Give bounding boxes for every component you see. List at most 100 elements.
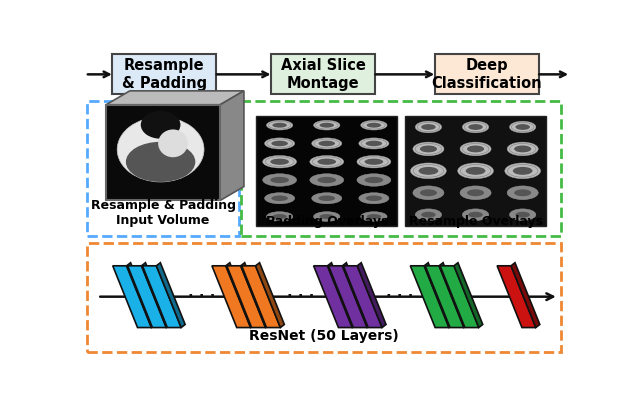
Ellipse shape	[365, 177, 383, 183]
Ellipse shape	[419, 167, 438, 175]
Ellipse shape	[468, 212, 483, 218]
Ellipse shape	[273, 123, 287, 128]
Ellipse shape	[460, 142, 491, 156]
Ellipse shape	[421, 212, 436, 218]
Polygon shape	[226, 263, 255, 328]
Polygon shape	[227, 266, 266, 328]
Ellipse shape	[264, 138, 294, 149]
Polygon shape	[113, 266, 152, 328]
Polygon shape	[212, 266, 251, 328]
Ellipse shape	[509, 121, 536, 133]
Ellipse shape	[117, 117, 204, 182]
Ellipse shape	[507, 142, 538, 156]
Ellipse shape	[462, 209, 489, 221]
Polygon shape	[241, 263, 269, 328]
Ellipse shape	[505, 163, 541, 179]
Ellipse shape	[467, 189, 484, 196]
Polygon shape	[424, 263, 453, 328]
Polygon shape	[497, 266, 536, 328]
Polygon shape	[454, 263, 483, 328]
Ellipse shape	[466, 167, 485, 175]
Text: Padding Overlays: Padding Overlays	[266, 215, 388, 228]
Ellipse shape	[270, 177, 289, 183]
Ellipse shape	[262, 174, 296, 186]
Polygon shape	[127, 266, 166, 328]
Ellipse shape	[314, 120, 340, 130]
Ellipse shape	[415, 121, 442, 133]
Ellipse shape	[357, 174, 391, 186]
Text: Axial Slice
Montage: Axial Slice Montage	[280, 58, 365, 91]
Polygon shape	[344, 266, 382, 328]
Ellipse shape	[319, 195, 335, 201]
Ellipse shape	[420, 189, 437, 196]
FancyBboxPatch shape	[435, 54, 539, 95]
Ellipse shape	[367, 214, 381, 219]
Polygon shape	[141, 263, 170, 328]
Ellipse shape	[264, 193, 294, 204]
Polygon shape	[106, 91, 244, 105]
Polygon shape	[357, 263, 386, 328]
Polygon shape	[328, 263, 356, 328]
Ellipse shape	[319, 214, 334, 219]
FancyBboxPatch shape	[88, 243, 561, 352]
Ellipse shape	[513, 167, 532, 175]
Ellipse shape	[262, 156, 296, 168]
Ellipse shape	[420, 146, 437, 152]
Ellipse shape	[458, 163, 493, 179]
Ellipse shape	[158, 130, 188, 157]
Ellipse shape	[319, 123, 334, 128]
Polygon shape	[143, 266, 181, 328]
Ellipse shape	[361, 120, 387, 130]
Text: Resample Overlays: Resample Overlays	[408, 215, 543, 228]
Ellipse shape	[357, 156, 391, 168]
Polygon shape	[440, 266, 479, 328]
Text: · · ·: · · ·	[386, 289, 413, 304]
Ellipse shape	[509, 209, 536, 221]
Polygon shape	[410, 266, 449, 328]
Polygon shape	[328, 266, 367, 328]
Polygon shape	[314, 266, 352, 328]
Ellipse shape	[361, 212, 387, 221]
Text: ResNet (50 Layers): ResNet (50 Layers)	[250, 329, 399, 343]
Bar	[256, 116, 397, 226]
Ellipse shape	[421, 124, 436, 130]
FancyBboxPatch shape	[271, 54, 375, 95]
Ellipse shape	[359, 193, 389, 204]
Text: Resample
& Padding: Resample & Padding	[122, 58, 207, 91]
Ellipse shape	[515, 124, 530, 130]
Ellipse shape	[314, 212, 340, 221]
Ellipse shape	[514, 146, 531, 152]
Ellipse shape	[413, 142, 444, 156]
Ellipse shape	[467, 146, 484, 152]
Ellipse shape	[317, 177, 336, 183]
Ellipse shape	[365, 195, 382, 201]
FancyBboxPatch shape	[112, 54, 216, 95]
Bar	[405, 116, 547, 226]
Polygon shape	[425, 266, 464, 328]
Ellipse shape	[468, 124, 483, 130]
Ellipse shape	[126, 142, 195, 182]
Ellipse shape	[266, 212, 293, 221]
Ellipse shape	[460, 186, 491, 200]
Ellipse shape	[514, 189, 531, 196]
Ellipse shape	[310, 174, 344, 186]
Text: · · ·: · · ·	[287, 289, 314, 304]
FancyBboxPatch shape	[88, 101, 239, 237]
FancyBboxPatch shape	[241, 101, 561, 237]
Polygon shape	[439, 263, 468, 328]
Ellipse shape	[310, 156, 344, 168]
Ellipse shape	[359, 138, 389, 149]
Polygon shape	[511, 263, 540, 328]
Text: Deep
Classification: Deep Classification	[431, 58, 542, 91]
Ellipse shape	[413, 186, 444, 200]
Text: · · ·: · · ·	[188, 289, 215, 304]
Ellipse shape	[141, 111, 180, 139]
Ellipse shape	[515, 212, 530, 218]
Ellipse shape	[507, 186, 538, 200]
Ellipse shape	[365, 159, 383, 165]
Polygon shape	[242, 266, 280, 328]
Ellipse shape	[410, 163, 446, 179]
Ellipse shape	[266, 120, 293, 130]
Ellipse shape	[273, 214, 287, 219]
Ellipse shape	[312, 193, 342, 204]
